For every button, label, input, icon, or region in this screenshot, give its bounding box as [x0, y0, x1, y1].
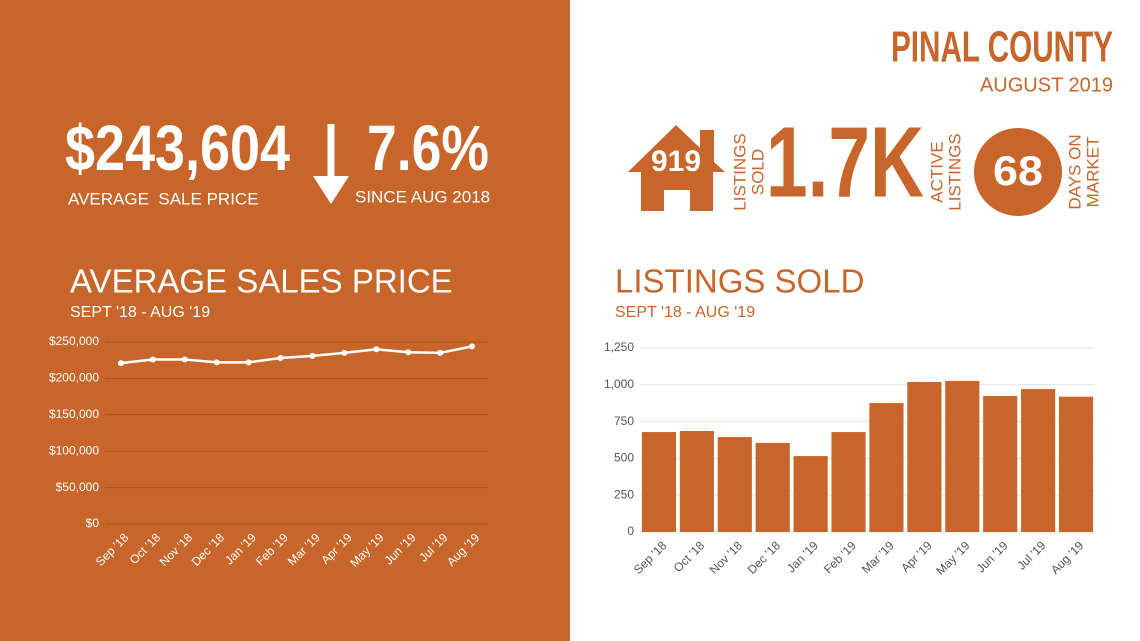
price-point — [149, 356, 156, 363]
listings-sold-label: LISTINGS — [730, 133, 749, 210]
price-point — [405, 349, 412, 356]
y-tick-label: 1,000 — [604, 377, 634, 391]
left-panel — [0, 0, 570, 641]
chart-subtitle: SEPT '18 - AUG '19 — [70, 304, 210, 321]
right-panel — [570, 0, 1140, 641]
listings-sold-label: SOLD — [748, 149, 767, 195]
y-tick-label: 250 — [614, 487, 634, 501]
active-listings-label: ACTIVE — [927, 141, 946, 202]
bar — [831, 432, 866, 532]
price-point — [309, 352, 316, 359]
y-tick-label: 750 — [614, 414, 634, 428]
bar — [793, 456, 828, 532]
price-point — [341, 349, 348, 356]
chart-title: AVERAGE SALES PRICE — [70, 263, 453, 300]
down-arrow — [313, 124, 349, 204]
price-point — [277, 355, 284, 362]
price-change-label: SINCE AUG 2018 — [355, 187, 490, 206]
bar — [907, 382, 942, 532]
bar — [641, 432, 677, 532]
bar — [717, 437, 752, 532]
bar — [945, 380, 980, 532]
y-tick-label: $200,000 — [49, 371, 99, 385]
house-icon — [628, 125, 725, 211]
y-tick-label: $250,000 — [49, 334, 99, 348]
active-listings: 1.7K — [766, 106, 924, 218]
page-subtitle: AUGUST 2019 — [980, 74, 1113, 96]
price-line — [120, 345, 473, 365]
bar — [1021, 389, 1056, 532]
chart-subtitle: SEPT '18 - AUG '19 — [615, 304, 755, 321]
y-tick-label: $0 — [86, 516, 100, 530]
listings-sold-count: 919 — [651, 145, 701, 178]
bar — [755, 442, 790, 532]
price-change: 7.6% — [367, 112, 489, 184]
average-price: $243,604 — [65, 112, 290, 184]
price-point — [373, 346, 380, 353]
price-point — [117, 360, 124, 367]
y-tick-label: $150,000 — [49, 407, 99, 421]
y-tick-label: 500 — [614, 451, 634, 465]
bar — [1058, 396, 1094, 532]
chart-title: LISTINGS SOLD — [615, 263, 864, 300]
average-price-label: AVERAGE SALE PRICE — [68, 189, 259, 208]
active-listings-label: LISTINGS — [945, 133, 964, 210]
y-tick-label: 1,250 — [604, 340, 634, 354]
bar — [679, 431, 714, 532]
price-point — [181, 356, 188, 363]
y-tick-label: $50,000 — [56, 480, 100, 494]
price-point — [469, 343, 476, 350]
days-circle — [974, 128, 1062, 216]
price-point — [213, 359, 220, 366]
days-label: DAYS ON — [1065, 134, 1084, 209]
y-tick-label: 0 — [627, 524, 634, 538]
days-label: MARKET — [1083, 137, 1102, 208]
page-title: PINAL COUNTY — [891, 23, 1113, 72]
days-on-market: 68 — [993, 147, 1043, 194]
y-tick-label: $100,000 — [49, 443, 99, 457]
bar — [869, 403, 904, 532]
price-point — [245, 359, 252, 366]
price-point — [437, 349, 444, 356]
bar — [983, 395, 1018, 532]
